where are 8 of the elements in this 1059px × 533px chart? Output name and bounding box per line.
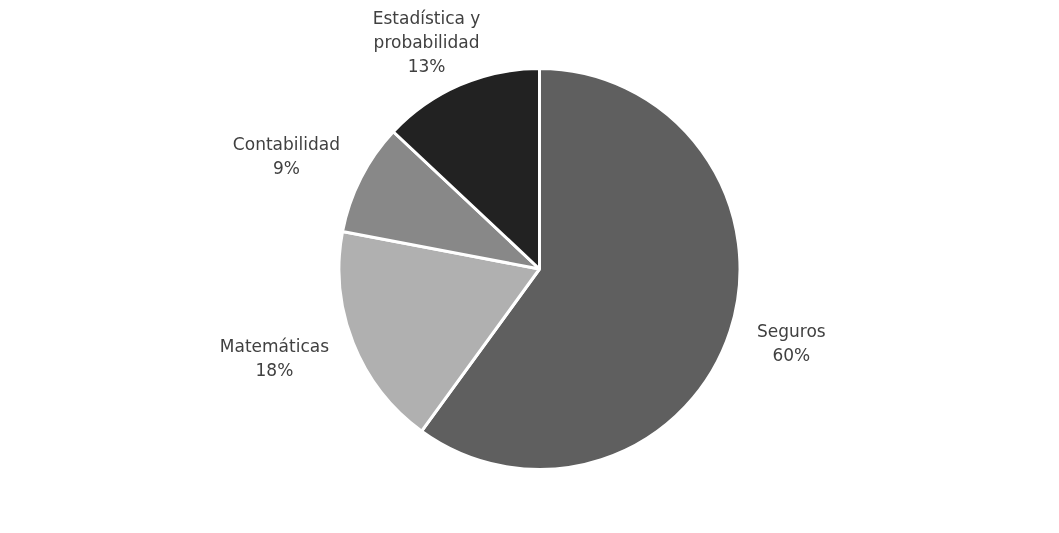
slice-label: Estadística y probabilidad — [372, 8, 481, 53]
data-label: 9% — [272, 157, 300, 178]
slice-label: Contabilidad — [232, 133, 340, 154]
data-label: 13% — [407, 56, 446, 77]
slice-label: Seguros — [757, 321, 826, 342]
slice-label: Matemáticas — [219, 335, 330, 356]
data-label: 18% — [255, 359, 294, 380]
data-label: 60% — [772, 345, 811, 366]
